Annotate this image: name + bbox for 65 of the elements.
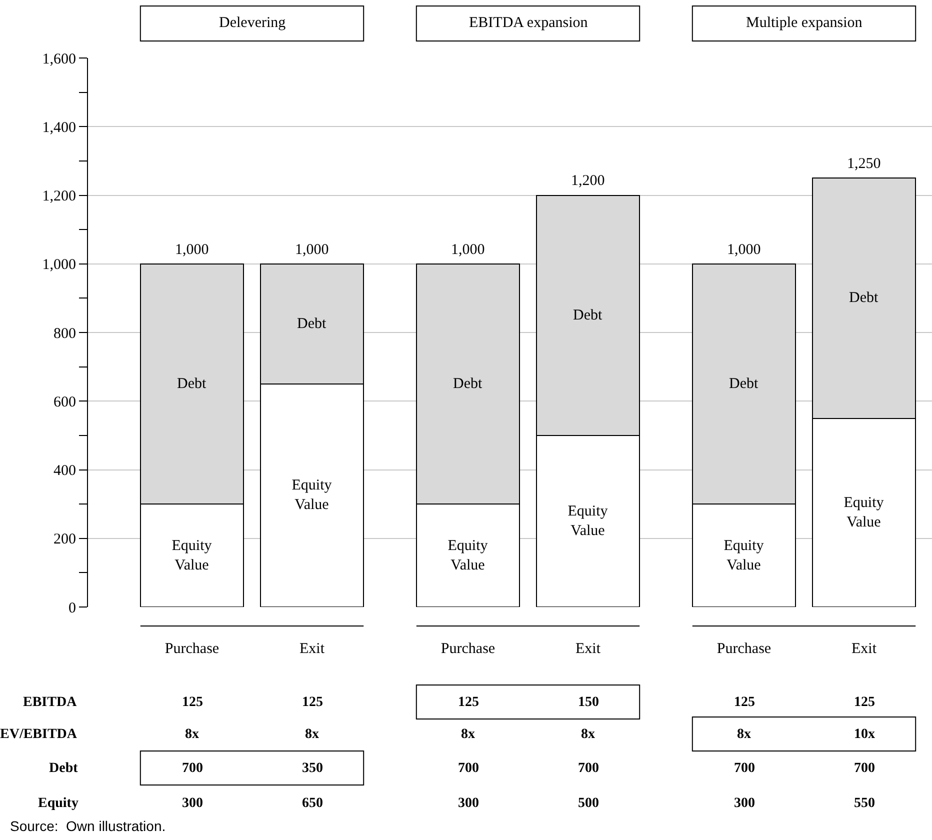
x-tick-label: Exit bbox=[300, 641, 326, 657]
text: Debt bbox=[573, 307, 602, 324]
text: Debt bbox=[729, 376, 758, 392]
text: 125 bbox=[182, 695, 203, 710]
y-tick-label: 0 bbox=[68, 600, 76, 616]
text: 700 bbox=[578, 761, 599, 776]
y-tick-label: 1,600 bbox=[42, 51, 76, 68]
text: Debt bbox=[297, 316, 326, 332]
text: Debt bbox=[849, 290, 878, 306]
y-tick-label: 400 bbox=[54, 463, 76, 479]
text: Equity bbox=[38, 796, 78, 811]
text: 125 bbox=[734, 695, 755, 710]
x-tick-label: Purchase bbox=[716, 641, 772, 657]
text: Multiple expansion bbox=[746, 15, 863, 31]
y-tick-label: 600 bbox=[54, 394, 76, 410]
series-label: Equity Value bbox=[172, 538, 212, 574]
text: EBITDA bbox=[23, 695, 78, 710]
text: 700 bbox=[854, 761, 875, 776]
text: Delevering bbox=[219, 15, 286, 31]
text: 8x bbox=[581, 727, 595, 742]
text: Debt bbox=[453, 376, 482, 392]
x-tick-label: Purchase bbox=[164, 641, 220, 657]
text: 10x bbox=[854, 727, 875, 742]
text: Equity Value bbox=[724, 538, 764, 574]
series-label: Debt bbox=[177, 376, 207, 392]
text: 125 bbox=[854, 695, 875, 710]
text: 550 bbox=[854, 796, 875, 811]
y-tick-label: 1,400 bbox=[42, 120, 76, 136]
source-note: Source: Own illustration. bbox=[10, 818, 166, 834]
total-label: 1,200 bbox=[571, 173, 605, 189]
y-tick-label: 200 bbox=[54, 532, 76, 548]
text: 300 bbox=[458, 796, 479, 811]
text: Equity Value bbox=[292, 478, 332, 514]
x-tick-label: Exit bbox=[852, 641, 878, 657]
total-label: 1,000 bbox=[175, 242, 209, 258]
text: 8x bbox=[737, 727, 751, 742]
text: 500 bbox=[578, 796, 599, 811]
text: 125 bbox=[302, 695, 323, 710]
text: 300 bbox=[182, 796, 203, 811]
text: Equity Value bbox=[448, 538, 488, 574]
text: Equity Value bbox=[568, 503, 608, 539]
total-label: 1,000 bbox=[727, 242, 761, 258]
text: 700 bbox=[734, 761, 755, 776]
text: 8x bbox=[185, 727, 199, 742]
text: 150 bbox=[578, 695, 599, 710]
total-label: 1,000 bbox=[451, 242, 485, 258]
text: Equity Value bbox=[844, 494, 884, 530]
y-tick-label: 800 bbox=[54, 326, 76, 342]
text: EBITDA expansion bbox=[469, 15, 588, 31]
text: 125 bbox=[458, 695, 479, 710]
x-tick-label: Purchase bbox=[440, 641, 496, 657]
total-label: 1,000 bbox=[295, 242, 329, 258]
x-tick-label: Exit bbox=[576, 641, 602, 657]
text: 8x bbox=[461, 727, 475, 742]
text: 650 bbox=[302, 796, 323, 811]
text: EV/EBITDA bbox=[0, 727, 78, 742]
text: 700 bbox=[458, 761, 479, 776]
y-tick-label: 1,200 bbox=[42, 188, 76, 204]
text: 350 bbox=[302, 761, 323, 776]
total-label: 1,250 bbox=[847, 156, 881, 172]
text: 700 bbox=[182, 761, 203, 776]
y-tick-label: 1,000 bbox=[42, 257, 76, 274]
text: 300 bbox=[734, 796, 755, 811]
text: 8x bbox=[305, 727, 319, 742]
text: Debt bbox=[49, 761, 78, 776]
